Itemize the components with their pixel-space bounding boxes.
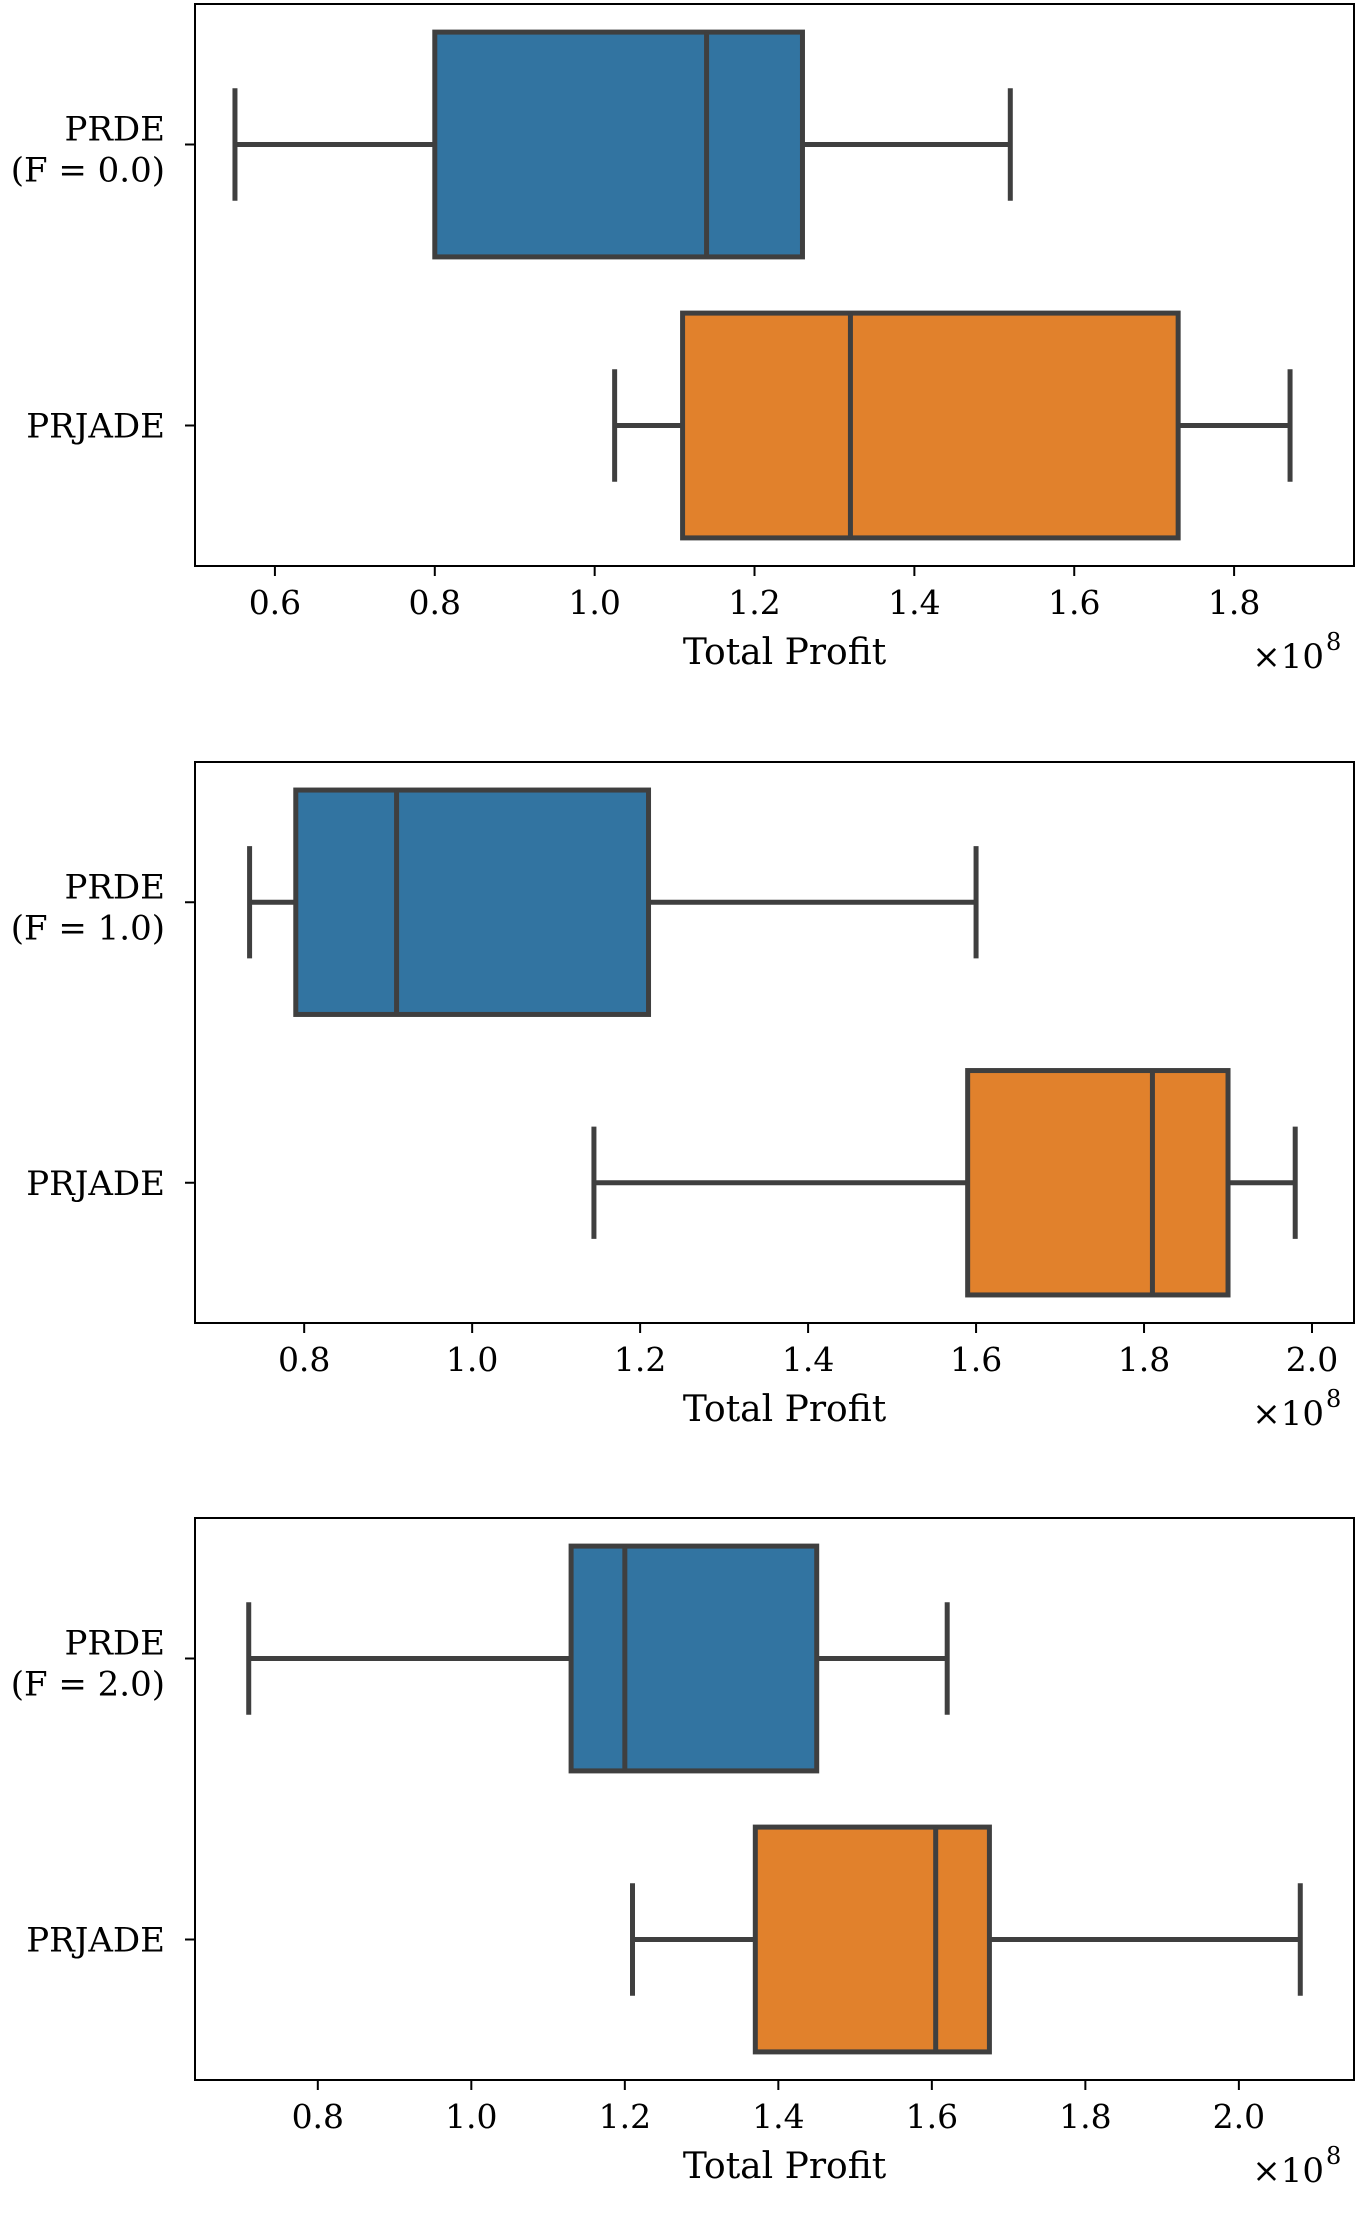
x-tick-label: 1.6 (906, 2097, 958, 2136)
x-scale-multiplier: ×10 (1252, 637, 1324, 677)
box-prde (432, 29, 805, 260)
x-tick-label: 0.8 (278, 1340, 330, 1379)
x-tick-label: 1.0 (446, 1340, 498, 1379)
box-prde (568, 1543, 820, 1774)
box-prde (293, 787, 652, 1017)
x-tick-label: 1.2 (728, 583, 780, 622)
x-scale-exponent: 8 (1326, 2142, 1341, 2170)
x-tick-label: 1.8 (1118, 1340, 1170, 1379)
x-scale-exponent: 8 (1326, 628, 1341, 656)
x-axis-label: Total Profit (683, 1389, 887, 1430)
y-tick-label: PRJADE (26, 1921, 165, 1961)
x-axis-label: Total Profit (683, 2146, 887, 2187)
box-prjade (965, 1068, 1231, 1298)
x-axis-label: Total Profit (683, 632, 887, 673)
x-tick-label: 1.0 (568, 583, 620, 622)
x-tick-label: 2.0 (1286, 1340, 1338, 1379)
x-tick-label: 1.2 (599, 2097, 651, 2136)
x-scale-multiplier: ×10 (1252, 2151, 1324, 2191)
x-tick-label: 0.6 (249, 583, 301, 622)
x-tick-label: 0.8 (292, 2097, 344, 2136)
y-tick-label-sub: (F = 2.0) (11, 1665, 165, 1705)
y-tick-label: PRDE (64, 1624, 165, 1664)
y-tick-label: PRJADE (26, 1164, 165, 1204)
x-tick-label: 1.8 (1059, 2097, 1111, 2136)
x-tick-label: 0.8 (409, 583, 461, 622)
x-tick-label: 2.0 (1213, 2097, 1265, 2136)
x-scale-exponent: 8 (1326, 1385, 1341, 1413)
x-tick-label: 1.6 (950, 1340, 1002, 1379)
plot-frame-1 (194, 3, 1355, 567)
plot-frame-2 (194, 761, 1355, 1324)
x-tick-label: 1.4 (782, 1340, 834, 1379)
y-tick-label: PRDE (64, 110, 165, 150)
y-tick-label: PRDE (64, 867, 165, 907)
box-prjade (680, 310, 1181, 541)
x-scale-multiplier: ×10 (1252, 1394, 1324, 1434)
y-tick-label-sub: (F = 0.0) (11, 151, 165, 191)
x-tick-label: 1.8 (1208, 583, 1260, 622)
plot-frame-3 (194, 1517, 1355, 2081)
x-tick-label: 1.6 (1048, 583, 1100, 622)
y-tick-label: PRJADE (26, 407, 165, 447)
x-tick-label: 1.0 (445, 2097, 497, 2136)
box-prjade (752, 1824, 992, 2055)
x-tick-label: 1.2 (614, 1340, 666, 1379)
x-tick-label: 1.4 (752, 2097, 804, 2136)
x-tick-label: 1.4 (888, 583, 940, 622)
y-tick-label-sub: (F = 1.0) (11, 908, 165, 948)
